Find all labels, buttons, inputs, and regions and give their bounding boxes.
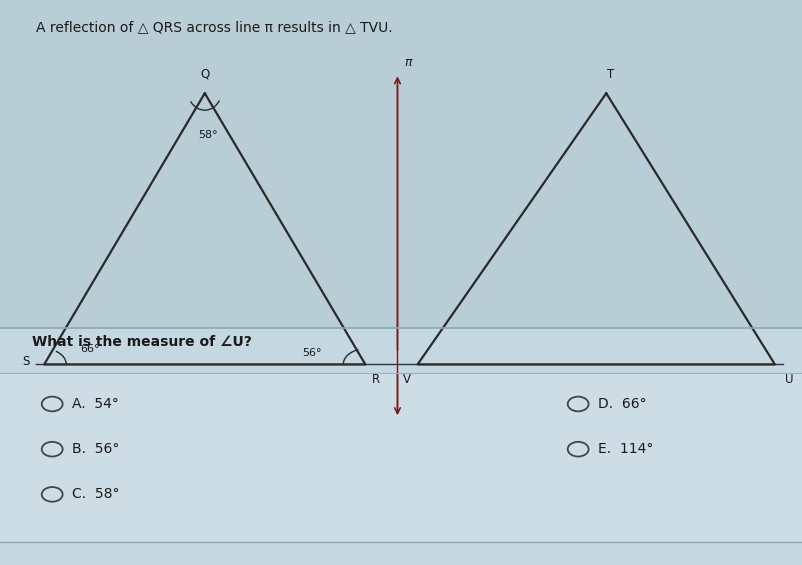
Text: V: V <box>403 373 411 386</box>
Text: U: U <box>784 373 792 386</box>
Bar <box>0 328 802 565</box>
Text: What is the measure of ∠U?: What is the measure of ∠U? <box>32 335 252 349</box>
Text: T: T <box>606 68 614 81</box>
Text: E.  114°: E. 114° <box>597 442 653 456</box>
Text: π: π <box>403 56 411 69</box>
Text: D.  66°: D. 66° <box>597 397 646 411</box>
Text: A.  54°: A. 54° <box>72 397 119 411</box>
Bar <box>0 373 802 542</box>
Text: 66°: 66° <box>80 344 99 354</box>
Text: C.  58°: C. 58° <box>72 488 119 501</box>
Text: 56°: 56° <box>302 347 321 358</box>
Text: 58°: 58° <box>198 130 217 140</box>
Text: Q: Q <box>200 68 209 81</box>
Text: B.  56°: B. 56° <box>72 442 119 456</box>
Text: R: R <box>371 373 379 386</box>
Text: A reflection of △ QRS across line π results in △ TVU.: A reflection of △ QRS across line π resu… <box>36 20 392 34</box>
Text: S: S <box>22 355 30 368</box>
